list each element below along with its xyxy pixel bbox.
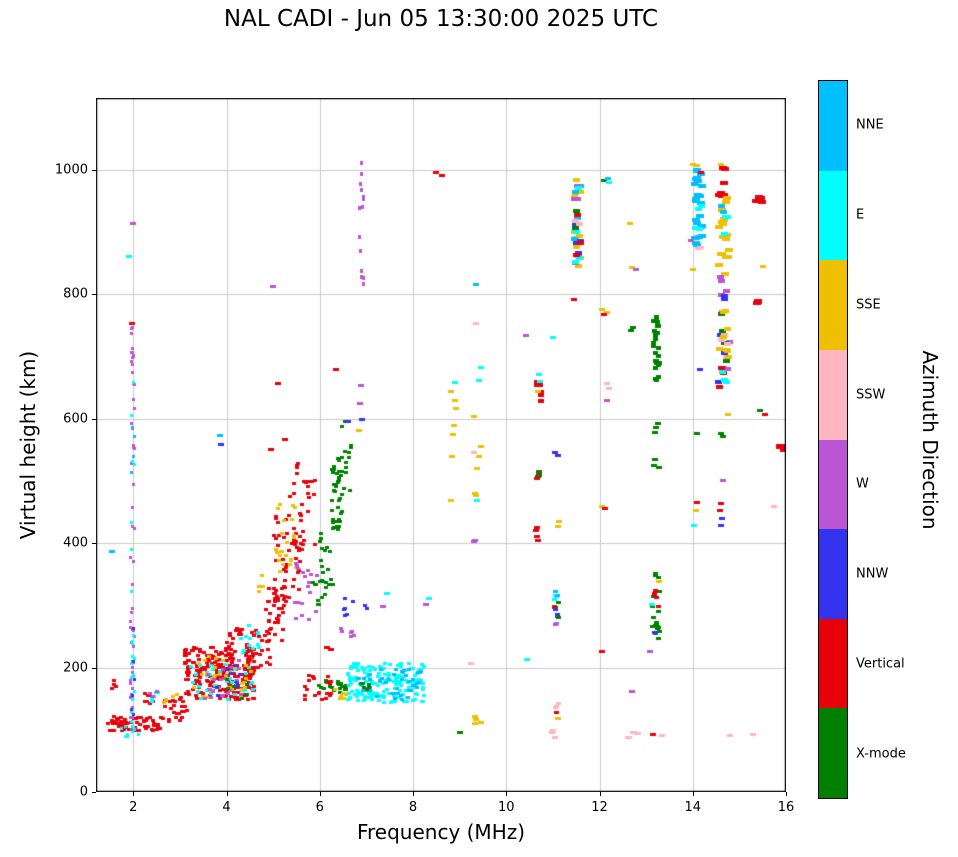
x-tick-mark (133, 792, 134, 796)
colorbar-segment-nne (819, 81, 847, 171)
x-tick-label-12: 12 (591, 800, 608, 815)
x-tick-mark (786, 792, 787, 796)
colorbar-segment-nnw (819, 529, 847, 619)
colorbar-segment-w (819, 439, 847, 530)
colorbar-label-x-mode: X-mode (856, 746, 906, 762)
x-tick-label-10: 10 (497, 800, 515, 815)
y-tick-mark (92, 668, 96, 669)
y-tick-label-600: 600 (63, 411, 88, 427)
y-tick-mark (92, 419, 96, 420)
colorbar-segment-e (819, 170, 847, 261)
x-tick-label-2: 2 (129, 800, 138, 815)
colorbar (818, 80, 848, 799)
colorbar-label-nne: NNE (856, 117, 884, 133)
colorbar-label-nnw: NNW (856, 566, 889, 582)
x-tick-label-6: 6 (315, 800, 324, 815)
colorbar-label-e: E (856, 207, 865, 223)
x-tick-label-8: 8 (408, 800, 418, 815)
y-tick-label-0: 0 (79, 784, 88, 800)
colorbar-segment-ssw (819, 349, 847, 440)
x-tick-label-14: 14 (684, 800, 702, 815)
colorbar-label-vertical: Vertical (856, 656, 905, 672)
x-tick-mark (506, 792, 507, 796)
colorbar-segment-sse (819, 260, 847, 350)
y-axis-label: Virtual height (km) (16, 350, 40, 540)
colorbar-segment-vertical (819, 618, 847, 709)
x-tick-mark (413, 792, 414, 796)
y-tick-mark (92, 792, 96, 793)
y-tick-mark (92, 170, 96, 171)
x-tick-mark (693, 792, 694, 796)
chart-title: NAL CADI - Jun 05 13:30:00 2025 UTC (223, 6, 659, 32)
y-tick-label-1000: 1000 (54, 162, 88, 178)
colorbar-segment-x-mode (819, 708, 847, 798)
x-axis-label: Frequency (MHz) (356, 820, 526, 844)
y-tick-label-400: 400 (63, 535, 88, 551)
y-tick-label-800: 800 (63, 286, 88, 302)
x-tick-mark (600, 792, 601, 796)
colorbar-label-ssw: SSW (856, 387, 886, 403)
x-tick-label-4: 4 (222, 800, 231, 815)
colorbar-axis-label: Azimuth Direction (918, 350, 942, 530)
scatter-plot-canvas (96, 98, 786, 792)
colorbar-label-sse: SSE (856, 297, 881, 313)
x-tick-mark (320, 792, 321, 796)
y-tick-label-200: 200 (63, 660, 88, 676)
y-tick-mark (92, 543, 96, 544)
y-tick-mark (92, 294, 96, 295)
colorbar-label-w: W (856, 476, 869, 492)
x-tick-mark (227, 792, 228, 796)
x-tick-label-16: 16 (777, 800, 795, 815)
